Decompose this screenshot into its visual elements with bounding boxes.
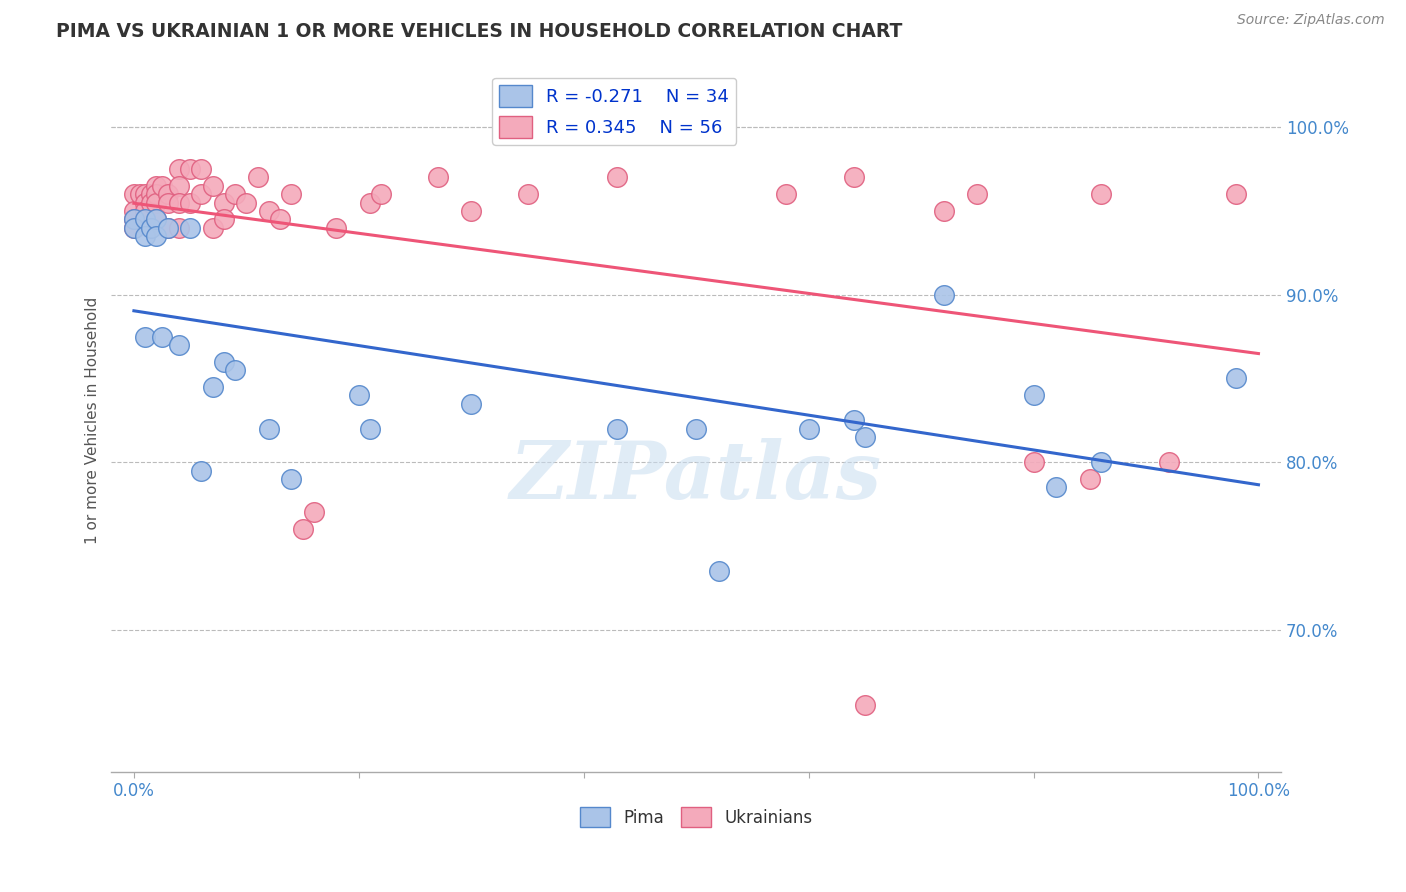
Point (246, 170, 269, 185)
Point (145, 178, 167, 193)
Point (134, 212, 156, 227)
Point (235, 195, 257, 210)
Point (179, 195, 201, 210)
Point (1078, 472, 1101, 486)
Point (190, 161, 212, 176)
Legend: Pima, Ukrainians: Pima, Ukrainians (574, 800, 818, 834)
Point (302, 505, 325, 519)
Point (460, 203, 482, 218)
Point (853, 430, 876, 444)
Point (201, 380, 224, 394)
Point (224, 187, 246, 202)
Point (134, 187, 156, 202)
Text: ZIPatlas: ZIPatlas (510, 438, 882, 516)
Point (156, 220, 179, 235)
Point (359, 422, 381, 436)
Point (224, 363, 246, 377)
Point (134, 229, 156, 244)
Point (797, 422, 820, 436)
Point (134, 212, 156, 227)
Point (122, 203, 145, 218)
Point (212, 354, 235, 368)
Point (201, 220, 224, 235)
Point (156, 187, 179, 202)
Point (370, 187, 392, 202)
Point (842, 413, 865, 427)
Point (1225, 187, 1247, 202)
Point (280, 472, 302, 486)
Point (212, 195, 235, 210)
Point (853, 698, 876, 712)
Point (842, 170, 865, 185)
Text: Source: ZipAtlas.com: Source: ZipAtlas.com (1237, 13, 1385, 28)
Point (134, 203, 156, 218)
Point (257, 422, 280, 436)
Point (212, 212, 235, 227)
Point (190, 187, 212, 202)
Point (325, 220, 347, 235)
Point (139, 195, 162, 210)
Point (122, 187, 145, 202)
Point (139, 187, 162, 202)
Point (426, 170, 449, 185)
Point (257, 203, 280, 218)
Point (145, 229, 167, 244)
Point (269, 212, 291, 227)
Point (167, 195, 190, 210)
Point (145, 195, 167, 210)
Point (966, 187, 988, 202)
Point (122, 220, 145, 235)
Point (150, 329, 173, 343)
Point (122, 212, 145, 227)
Point (134, 329, 156, 343)
Point (122, 220, 145, 235)
Point (134, 195, 156, 210)
Point (1157, 455, 1180, 469)
Point (145, 212, 167, 227)
Point (291, 522, 314, 536)
Point (347, 388, 370, 402)
Point (145, 187, 167, 202)
Point (1225, 371, 1247, 385)
Point (775, 187, 797, 202)
Point (167, 178, 190, 193)
Text: PIMA VS UKRAINIAN 1 OR MORE VEHICLES IN HOUSEHOLD CORRELATION CHART: PIMA VS UKRAINIAN 1 OR MORE VEHICLES IN … (56, 22, 903, 41)
Point (932, 287, 955, 301)
Point (156, 195, 179, 210)
Point (359, 195, 381, 210)
Point (179, 220, 201, 235)
Point (1090, 455, 1112, 469)
Point (685, 422, 707, 436)
Point (179, 161, 201, 176)
Y-axis label: 1 or more Vehicles in Household: 1 or more Vehicles in Household (86, 297, 100, 544)
Point (606, 422, 628, 436)
Point (1090, 187, 1112, 202)
Point (606, 170, 628, 185)
Point (167, 338, 190, 352)
Point (150, 178, 173, 193)
Point (1045, 480, 1067, 494)
Point (201, 178, 224, 193)
Point (1022, 388, 1045, 402)
Point (167, 220, 190, 235)
Point (145, 212, 167, 227)
Point (139, 220, 162, 235)
Point (128, 187, 150, 202)
Point (156, 220, 179, 235)
Point (460, 396, 482, 410)
Point (707, 564, 730, 578)
Point (280, 187, 302, 202)
Point (932, 203, 955, 218)
Point (167, 161, 190, 176)
Point (190, 464, 212, 478)
Point (1022, 455, 1045, 469)
Point (122, 212, 145, 227)
Point (516, 187, 538, 202)
